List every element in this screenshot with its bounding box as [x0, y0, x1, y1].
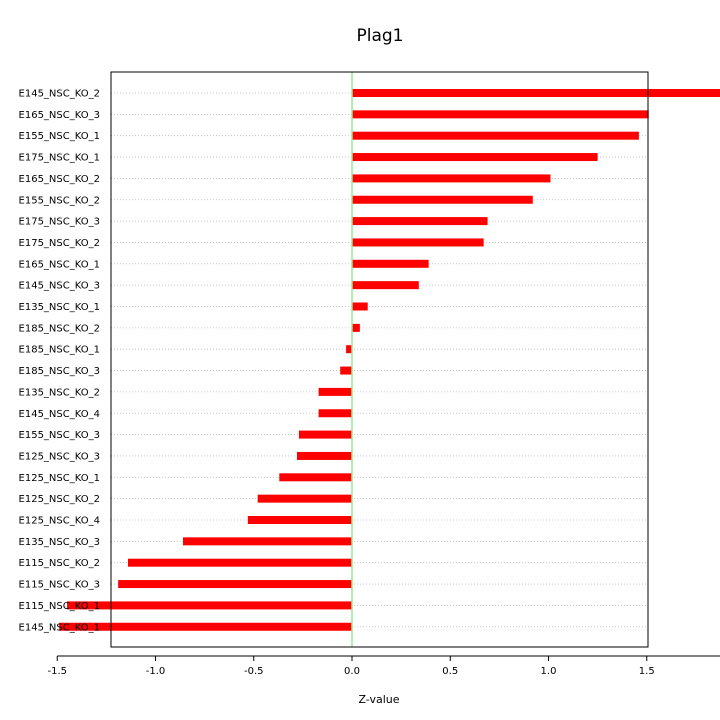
category-label: E175_NSC_KO_2 [19, 238, 100, 249]
bar [352, 153, 598, 162]
bar [183, 537, 352, 546]
bar [247, 516, 352, 524]
x-tick-label: 0.0 [344, 666, 360, 677]
bars [59, 89, 720, 631]
category-label: E115_NSC_KO_3 [19, 580, 100, 591]
bar [352, 302, 368, 311]
bar [352, 281, 419, 290]
category-label: E135_NSC_KO_2 [19, 387, 100, 398]
bar [296, 451, 352, 460]
category-label: E165_NSC_KO_1 [19, 259, 100, 270]
x-tick-label: 1.5 [639, 666, 655, 677]
x-axis: -1.5-1.0-0.50.00.51.01.52.0 [47, 655, 720, 677]
category-label: E165_NSC_KO_2 [19, 174, 100, 185]
category-labels: E145_NSC_KO_2 E165_NSC_KO_3 E155_NSC_KO_1 E… [19, 89, 100, 634]
bar [352, 110, 649, 119]
category-label: E165_NSC_KO_3 [19, 110, 100, 121]
category-label: E145_NSC_KO_4 [19, 409, 100, 420]
category-label: E185_NSC_KO_2 [19, 323, 100, 334]
category-label: E125_NSC_KO_2 [19, 494, 100, 505]
bar [352, 131, 639, 140]
bar [257, 494, 352, 503]
bar [298, 430, 352, 439]
category-label: E145_NSC_KO_2 [19, 89, 100, 100]
category-label: E135_NSC_KO_3 [19, 537, 100, 548]
x-tick-label: -0.5 [244, 666, 264, 677]
bar [67, 601, 352, 610]
category-label: E135_NSC_KO_1 [19, 302, 100, 313]
category-label: E145_NSC_KO_1 [19, 622, 100, 633]
category-label: E175_NSC_KO_1 [19, 153, 100, 164]
category-label: E185_NSC_KO_1 [19, 345, 100, 356]
x-tick-label: 0.5 [442, 666, 458, 677]
category-label: E155_NSC_KO_3 [19, 430, 100, 441]
chart-title: Plag1 [357, 26, 404, 46]
bar [352, 217, 488, 226]
category-label: E185_NSC_KO_3 [19, 366, 100, 377]
bar [318, 409, 352, 418]
x-axis-title: Z-value [358, 693, 399, 706]
category-label: E145_NSC_KO_3 [19, 281, 100, 292]
bar [352, 259, 429, 268]
bar [352, 238, 484, 247]
bar [346, 345, 352, 354]
x-tick-label: -1.0 [146, 666, 166, 677]
category-label: E175_NSC_KO_3 [19, 217, 100, 228]
bar [352, 195, 533, 204]
bar [59, 622, 353, 631]
category-label: E115_NSC_KO_2 [19, 558, 100, 569]
bar [340, 366, 352, 375]
category-label: E125_NSC_KO_1 [19, 473, 100, 484]
category-label: E155_NSC_KO_1 [19, 131, 100, 142]
category-label: E125_NSC_KO_4 [19, 516, 100, 527]
bar [352, 174, 551, 183]
bar [352, 323, 360, 332]
category-label: E125_NSC_KO_3 [19, 451, 100, 462]
category-label: E155_NSC_KO_2 [19, 195, 100, 206]
bar [352, 89, 720, 97]
bar [318, 387, 352, 396]
bar [127, 558, 353, 567]
x-tick-label: -1.5 [47, 666, 67, 677]
category-label: E115_NSC_KO_1 [19, 601, 100, 612]
plot-frame [110, 71, 649, 648]
bar [118, 580, 352, 589]
bar [279, 473, 352, 482]
x-tick-label: 1.0 [541, 666, 557, 677]
grid-lines [111, 92, 648, 628]
